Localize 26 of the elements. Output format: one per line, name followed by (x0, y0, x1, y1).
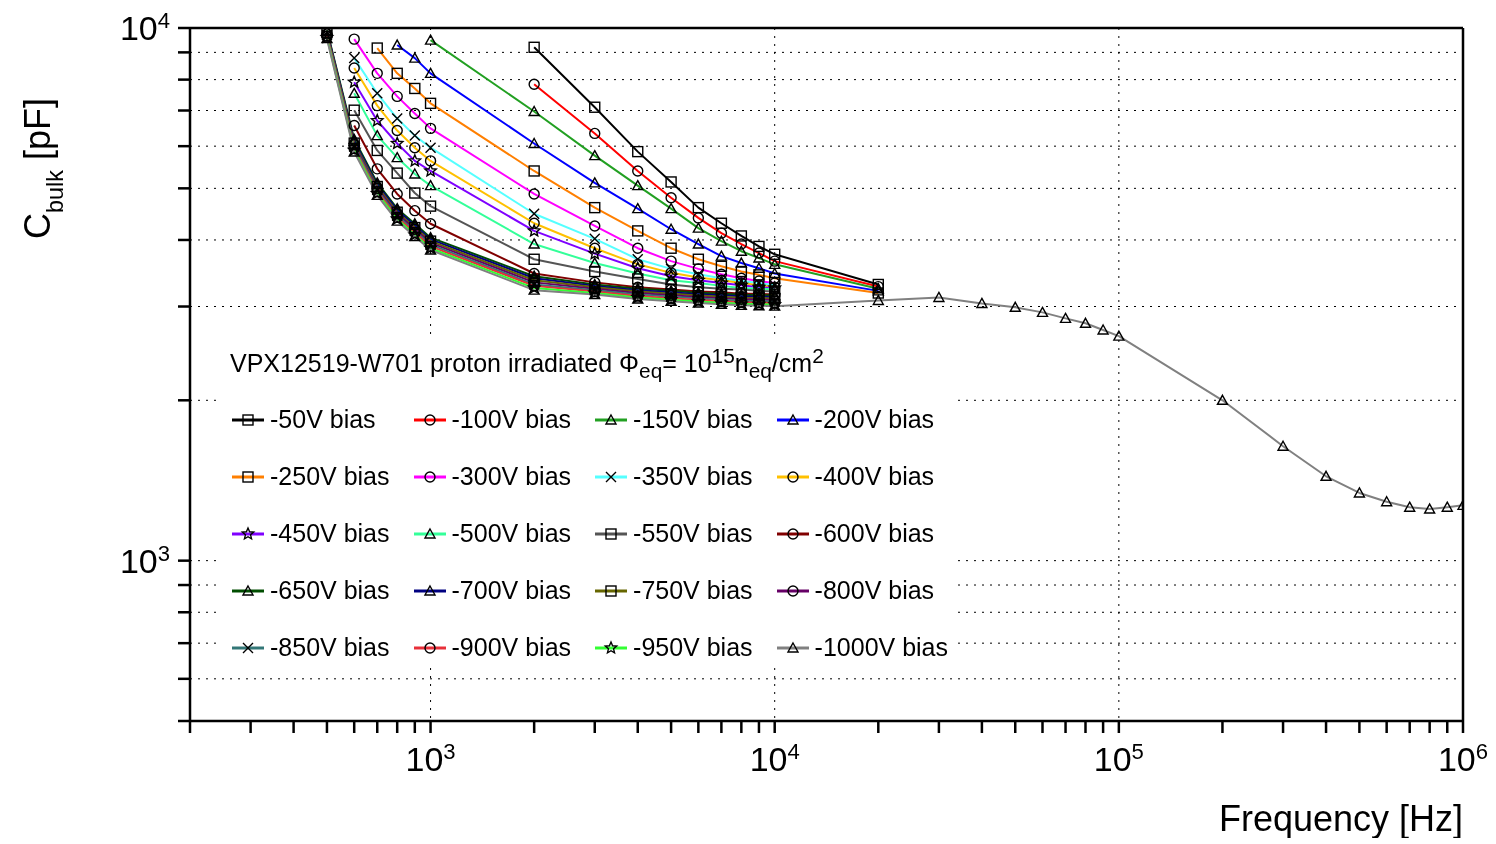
legend-label: -350V bias (633, 462, 753, 492)
legend-label: -750V bias (633, 576, 753, 606)
legend-label: -900V bias (451, 633, 572, 663)
legend-label: -400V bias (814, 462, 935, 492)
legend-label: -850V bias (270, 633, 390, 663)
x-tick-label: 10$^{5}$ (1093, 738, 1144, 778)
legend-label: -600V bias (814, 519, 935, 549)
legend-label: -950V bias (633, 633, 753, 663)
legend-label: -800V bias (814, 576, 935, 606)
legend-label: -250V bias (270, 462, 390, 492)
legend-label: -500V bias (451, 519, 572, 549)
x-tick-label: 10$^{3}$ (405, 738, 456, 778)
legend-label: -1000V bias (814, 633, 949, 663)
legend-label: -700V bias (451, 576, 572, 606)
legend-label: -150V bias (633, 405, 753, 435)
x-axis-title: Frequency [Hz] (1218, 798, 1463, 839)
legend-label: -450V bias (270, 519, 390, 549)
legend-label: -50V bias (270, 405, 376, 435)
x-tick-label: 10$^{4}$ (749, 738, 800, 778)
legend-title: VPX12519-W701 proton irradiated Φ$_{eq}$= 10$^{15}$n$_{eq}$/cm$^{2}$ (230, 344, 825, 384)
legend-label: -300V bias (451, 462, 572, 492)
legend-label: -550V bias (633, 519, 753, 549)
legend-label: -650V bias (270, 576, 390, 606)
legend-label: -100V bias (451, 405, 572, 435)
x-tick-label: 10$^{6}$ (1437, 738, 1489, 778)
legend-label: -200V bias (814, 405, 935, 435)
